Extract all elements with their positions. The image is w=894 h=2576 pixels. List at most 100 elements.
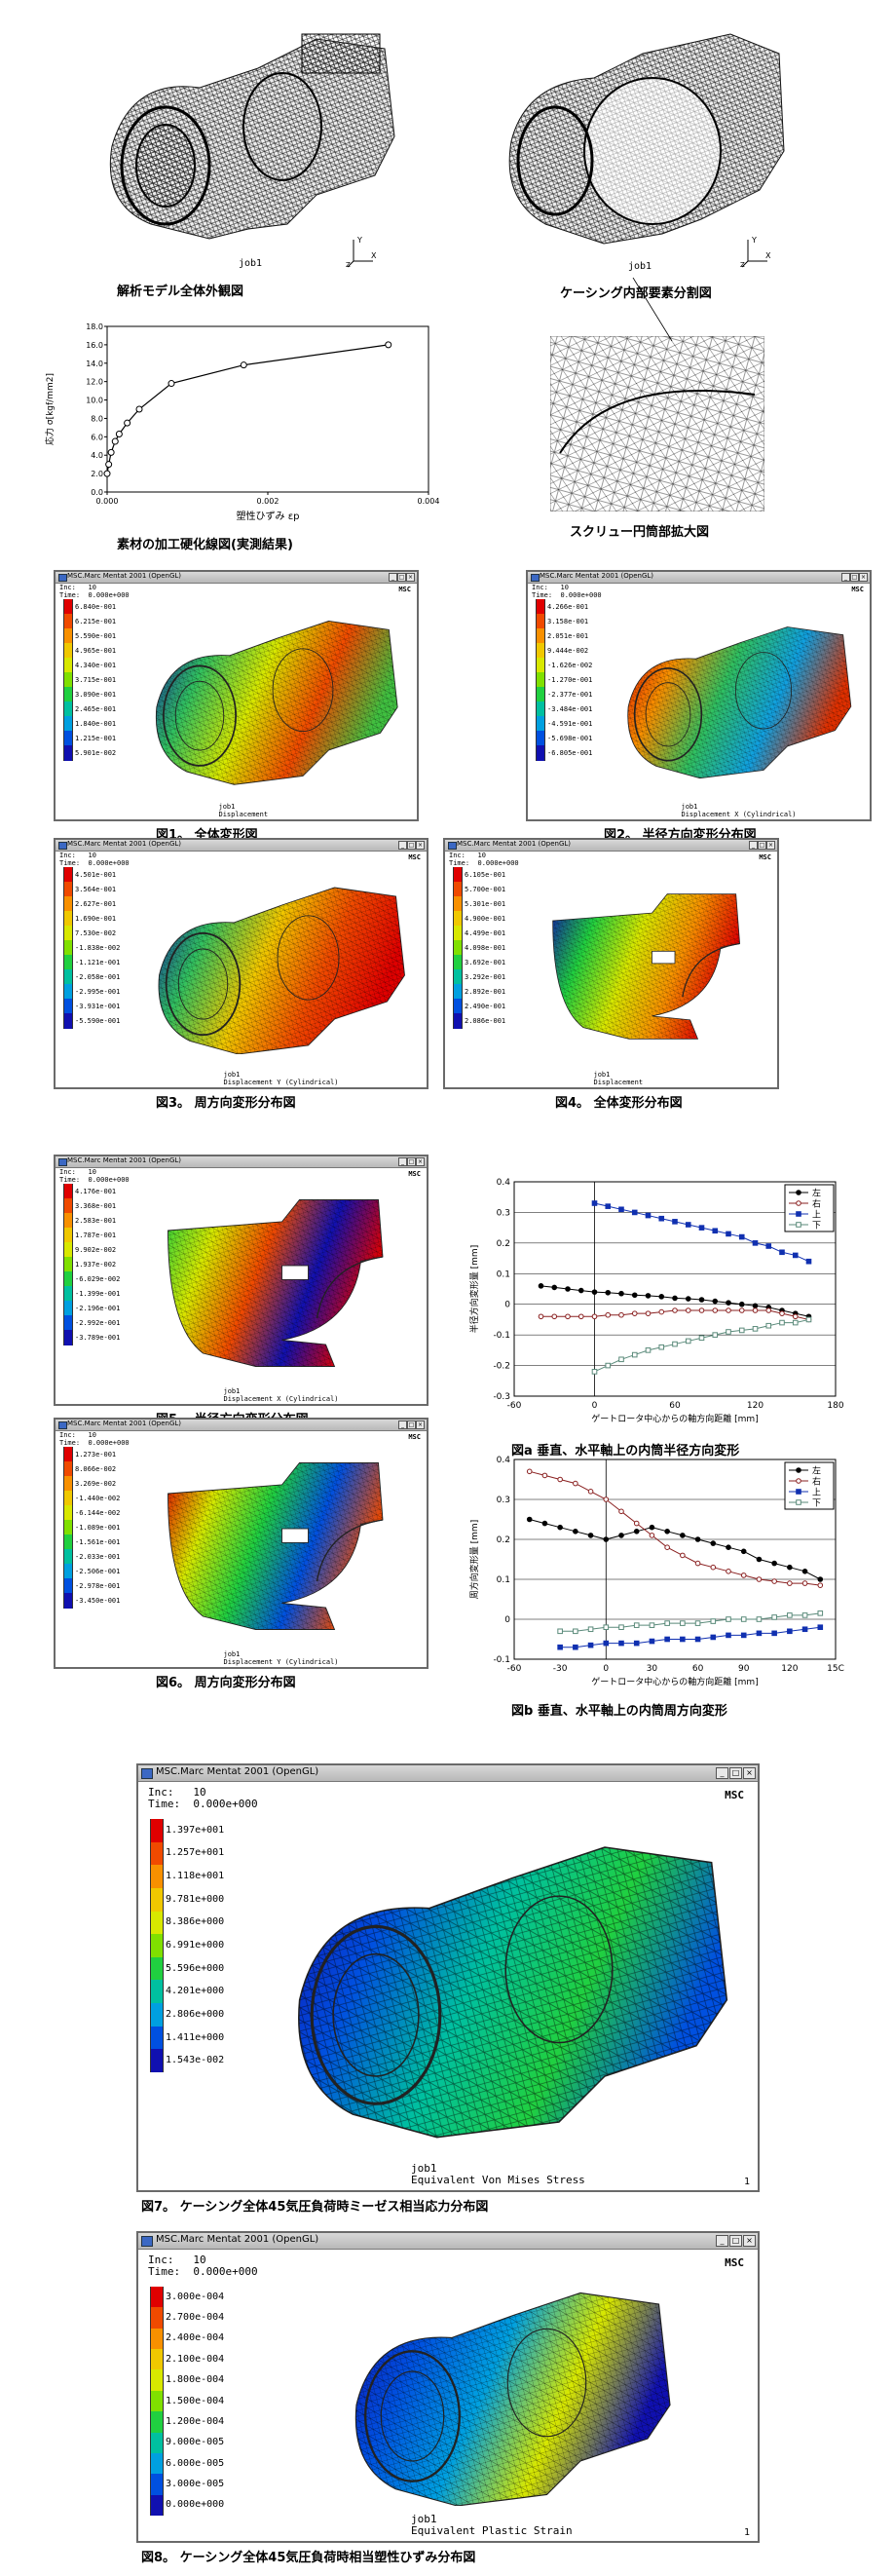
close-button[interactable]: × — [859, 573, 868, 582]
x-tick-label: 180 — [827, 1401, 843, 1411]
legend-swatch — [63, 911, 73, 927]
maximize-button[interactable]: □ — [407, 1421, 416, 1429]
series-marker — [801, 1569, 808, 1574]
legend-value: 6.991e+000 — [166, 1940, 225, 1951]
msc-logo-icon: MSC — [408, 853, 421, 861]
legend-swatch — [453, 940, 463, 956]
msc-logo-icon: MSC — [408, 1170, 421, 1178]
legend-swatch — [63, 1271, 73, 1287]
x-axis-label: ゲートロータ中心からの軸方向距離 [mm] — [591, 1413, 758, 1424]
maximize-button[interactable]: □ — [729, 1767, 742, 1779]
legend-value: 4.340e-001 — [75, 661, 117, 669]
series-marker — [680, 1620, 686, 1626]
series-marker — [631, 1351, 638, 1358]
minimize-button[interactable]: _ — [398, 1157, 407, 1166]
series-marker — [557, 1476, 563, 1483]
legend-swatch — [150, 2390, 164, 2412]
minimize-button[interactable]: _ — [389, 573, 397, 582]
msc-logo-icon: MSC — [851, 586, 864, 593]
series-marker — [551, 1313, 558, 1320]
close-button[interactable]: × — [416, 841, 425, 850]
result-footer: job1 Displacement Y (Cylindrical) — [223, 1650, 339, 1666]
data-point — [115, 431, 123, 437]
y-tick-label: -0.2 — [493, 1362, 510, 1372]
legend-value: -2.058e-001 — [75, 972, 121, 981]
legend-swatch — [453, 896, 463, 912]
legend-value: 1.690e-001 — [75, 914, 117, 923]
series-marker — [587, 1642, 594, 1648]
legend-value: 4.499e-001 — [465, 928, 506, 937]
maximize-button[interactable]: □ — [407, 1157, 416, 1166]
maximize-button[interactable]: □ — [758, 841, 766, 850]
series-marker — [698, 1225, 705, 1231]
maximize-button[interactable]: □ — [397, 573, 406, 582]
series-marker — [738, 1307, 745, 1313]
series-marker — [541, 1472, 548, 1479]
y-tick-label: 0 — [504, 1301, 510, 1310]
fig8-window: MSC.Marc Mentat 2001 (OpenGL) _ □ × Inc: 10 … — [136, 2231, 760, 2543]
y-axis-label: 周方向変形量 [mm] — [468, 1520, 480, 1599]
legend-swatch — [453, 1013, 463, 1029]
minimize-button[interactable]: _ — [716, 1767, 728, 1779]
legend-swatch — [63, 731, 73, 746]
legend-value: 1.840e-001 — [75, 719, 117, 728]
close-button[interactable]: × — [416, 1421, 425, 1429]
legend-value: 1.500e-004 — [166, 2395, 225, 2406]
y-tick-label: 0.2 — [497, 1239, 510, 1249]
y-tick-label: 0.3 — [497, 1496, 510, 1505]
legend-value: 9.902e-002 — [75, 1245, 117, 1254]
y-tick-label: 0.2 — [497, 1535, 510, 1545]
increment-time-readout: Inc: 10 Time: 0.000e+000 — [59, 1168, 130, 1184]
series-marker — [680, 1636, 686, 1643]
minimize-button[interactable]: _ — [841, 573, 850, 582]
fig4-window: MSC.Marc Mentat 2001 (OpenGL) _ □ × Inc: 10 … — [443, 838, 779, 1089]
minimize-button[interactable]: _ — [749, 841, 758, 850]
app-icon — [141, 2236, 153, 2247]
maximize-button[interactable]: □ — [407, 841, 416, 850]
series-marker — [817, 1576, 824, 1582]
close-button[interactable]: × — [406, 573, 415, 582]
legend-marker — [796, 1489, 801, 1495]
series-marker — [792, 1252, 799, 1259]
legend-value: -5.698e-001 — [547, 734, 593, 742]
fig7-caption: 図7。 ケーシング全体45気圧負荷時ミーゼス相当応力分布図 — [141, 2200, 489, 2215]
series-marker — [573, 1644, 578, 1650]
minimize-button[interactable]: _ — [398, 1421, 407, 1429]
series-marker — [712, 1298, 719, 1305]
legend-value: 3.269e-002 — [75, 1479, 117, 1488]
series-marker — [557, 1644, 563, 1650]
x-tick-label: 120 — [747, 1401, 764, 1411]
maximize-button[interactable]: □ — [850, 573, 859, 582]
legend-swatch — [453, 984, 463, 1000]
legend-value: -1.440e-002 — [75, 1494, 121, 1502]
maximize-button[interactable]: □ — [729, 2235, 742, 2247]
legend-value: -3.789e-001 — [75, 1333, 121, 1342]
increment-time-readout: Inc: 10 Time: 0.000e+000 — [59, 852, 130, 867]
flange-ring — [310, 1924, 442, 2105]
series-marker — [817, 1582, 824, 1588]
window-title: MSC.Marc Mentat 2001 (OpenGL) — [67, 1420, 182, 1427]
minimize-button[interactable]: _ — [716, 2235, 728, 2247]
close-button[interactable]: × — [766, 841, 775, 850]
window-title: MSC.Marc Mentat 2001 (OpenGL) — [540, 572, 654, 580]
legend-value: 2.051e-001 — [547, 631, 589, 640]
model-mesh — [627, 626, 851, 778]
legend-swatch — [150, 2307, 164, 2330]
series-marker — [779, 1310, 785, 1316]
legend-swatch — [150, 1887, 164, 1913]
legend-swatch — [63, 1213, 73, 1229]
legend-value: 1.787e-001 — [75, 1231, 117, 1239]
close-button[interactable]: × — [416, 1157, 425, 1166]
series-marker — [740, 1572, 747, 1578]
minimize-button[interactable]: _ — [398, 841, 407, 850]
legend-swatch — [150, 2494, 164, 2517]
close-button[interactable]: × — [743, 2235, 756, 2247]
close-button[interactable]: × — [743, 1767, 756, 1779]
y-tick-label: -0.1 — [493, 1331, 510, 1341]
series-marker — [765, 1307, 772, 1313]
fig6-caption: 図6。 周方向変形分布図 — [156, 1676, 296, 1690]
x-tick-label: 30 — [647, 1664, 658, 1674]
legend-value: 3.000e-005 — [166, 2478, 225, 2489]
series-marker — [698, 1335, 705, 1342]
window-titlebar: MSC.Marc Mentat 2001 (OpenGL) _ □ × — [56, 1420, 427, 1431]
